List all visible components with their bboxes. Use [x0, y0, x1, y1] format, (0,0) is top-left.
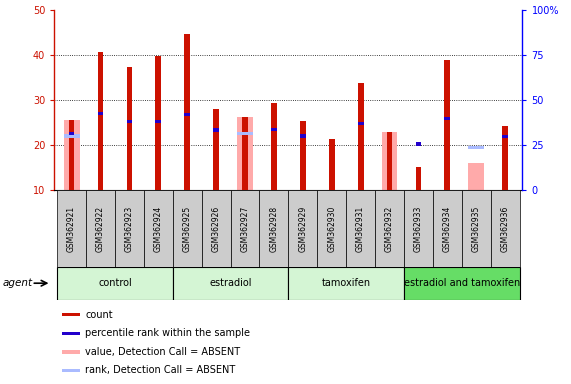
Bar	[242, 117, 248, 190]
Text: rank, Detection Call = ABSENT: rank, Detection Call = ABSENT	[85, 366, 235, 376]
Bar	[237, 117, 253, 190]
Bar	[357, 122, 364, 125]
Bar	[98, 53, 103, 190]
Bar	[288, 190, 317, 267]
Bar	[462, 190, 490, 267]
Bar	[69, 132, 74, 135]
Bar	[173, 190, 202, 267]
Bar	[300, 121, 305, 190]
Text: GSM362933: GSM362933	[414, 205, 423, 252]
Bar	[231, 190, 259, 267]
Bar	[63, 120, 79, 190]
Bar	[57, 267, 173, 300]
Bar	[62, 350, 81, 354]
Bar	[300, 134, 305, 137]
Bar	[404, 267, 520, 300]
Bar	[62, 313, 81, 316]
Bar	[202, 190, 231, 267]
Text: percentile rank within the sample: percentile rank within the sample	[85, 328, 250, 338]
Bar	[69, 120, 74, 190]
Bar	[271, 127, 277, 131]
Bar	[490, 190, 520, 267]
Bar	[259, 190, 288, 267]
Text: GSM362930: GSM362930	[327, 205, 336, 252]
Bar	[387, 132, 392, 190]
Bar	[57, 190, 86, 267]
Bar	[98, 112, 103, 115]
Bar	[317, 190, 346, 267]
Bar	[288, 267, 404, 300]
Bar	[416, 142, 421, 146]
Bar	[502, 135, 508, 138]
Bar	[173, 267, 288, 300]
Bar	[62, 369, 81, 372]
Bar	[237, 132, 253, 135]
Text: GSM362928: GSM362928	[270, 205, 279, 252]
Text: GSM362922: GSM362922	[96, 205, 105, 252]
Text: value, Detection Call = ABSENT: value, Detection Call = ABSENT	[85, 347, 240, 357]
Bar	[184, 113, 190, 116]
Text: GSM362932: GSM362932	[385, 205, 394, 252]
Bar	[329, 139, 335, 190]
Bar	[271, 103, 277, 190]
Text: GSM362936: GSM362936	[501, 205, 510, 252]
Text: control: control	[98, 278, 132, 288]
Bar	[346, 190, 375, 267]
Bar	[115, 190, 144, 267]
Bar	[184, 35, 190, 190]
Bar	[213, 109, 219, 190]
Text: agent: agent	[3, 278, 33, 288]
Bar	[127, 120, 132, 123]
Text: tamoxifen: tamoxifen	[321, 278, 371, 288]
Text: GSM362931: GSM362931	[356, 205, 365, 252]
Bar	[404, 190, 433, 267]
Text: estradiol: estradiol	[210, 278, 252, 288]
Text: GSM362925: GSM362925	[183, 205, 192, 252]
Text: GSM362927: GSM362927	[240, 205, 250, 252]
Bar	[468, 163, 484, 190]
Bar	[144, 190, 173, 267]
Bar	[155, 120, 161, 123]
Bar	[213, 129, 219, 132]
Text: count: count	[85, 310, 112, 320]
Bar	[444, 117, 450, 120]
Text: GSM362934: GSM362934	[443, 205, 452, 252]
Bar	[433, 190, 462, 267]
Bar	[375, 190, 404, 267]
Bar	[468, 146, 484, 149]
Bar	[86, 190, 115, 267]
Text: estradiol and tamoxifen: estradiol and tamoxifen	[404, 278, 520, 288]
Bar	[127, 67, 132, 190]
Text: GSM362929: GSM362929	[298, 205, 307, 252]
Bar	[416, 167, 421, 190]
Bar	[444, 60, 450, 190]
Bar	[502, 126, 508, 190]
Bar	[155, 56, 161, 190]
Text: GSM362923: GSM362923	[125, 205, 134, 252]
Text: GSM362924: GSM362924	[154, 205, 163, 252]
Text: GSM362926: GSM362926	[212, 205, 220, 252]
Text: GSM362935: GSM362935	[472, 205, 481, 252]
Bar	[357, 83, 364, 190]
Bar	[62, 332, 81, 335]
Bar	[381, 132, 397, 190]
Bar	[63, 134, 79, 137]
Text: GSM362921: GSM362921	[67, 205, 76, 252]
